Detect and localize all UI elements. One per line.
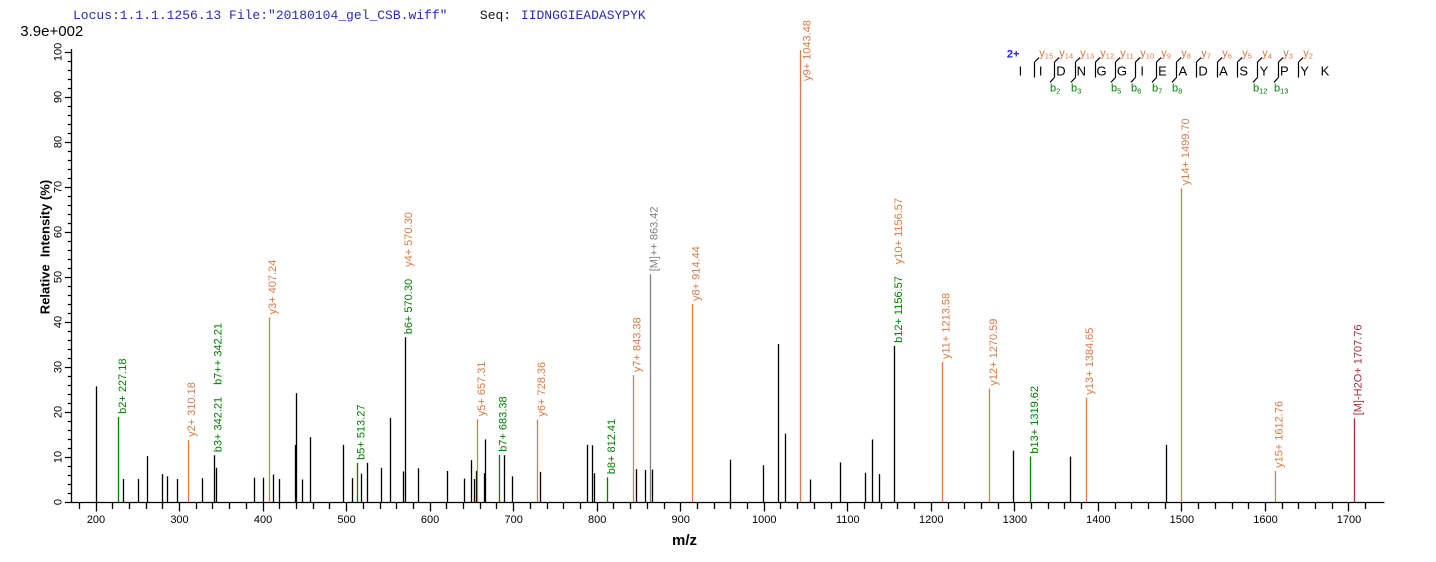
svg-text:S: S <box>1239 64 1248 79</box>
svg-text:1600: 1600 <box>1253 514 1277 526</box>
svg-text:y2: y2 <box>1303 48 1313 61</box>
svg-text:1400: 1400 <box>1086 514 1110 526</box>
svg-text:y10: y10 <box>1140 48 1154 61</box>
svg-text:G: G <box>1117 64 1127 79</box>
svg-text:y13+ 1384.65: y13+ 1384.65 <box>1084 328 1096 395</box>
svg-text:m/z: m/z <box>672 532 697 549</box>
svg-text:y8: y8 <box>1181 48 1191 61</box>
svg-text:1500: 1500 <box>1170 514 1194 526</box>
svg-text:E: E <box>1158 64 1167 79</box>
svg-text:400: 400 <box>254 514 272 526</box>
svg-text:A: A <box>1219 64 1228 79</box>
svg-text:2+: 2+ <box>1007 48 1020 60</box>
svg-text:b8: b8 <box>1172 83 1182 96</box>
svg-text:y8+ 914.44: y8+ 914.44 <box>691 246 703 301</box>
svg-text:3.9e+002: 3.9e+002 <box>20 23 83 40</box>
svg-text:[M]-H2O+ 1707.76: [M]-H2O+ 1707.76 <box>1353 324 1365 415</box>
svg-text:A: A <box>1178 64 1187 79</box>
svg-text:y14: y14 <box>1059 48 1073 61</box>
svg-text:b5: b5 <box>1111 83 1121 96</box>
svg-text:[M]++ 863.42: [M]++ 863.42 <box>648 206 660 271</box>
svg-text:Y: Y <box>1300 64 1309 79</box>
svg-text:I: I <box>1140 64 1144 79</box>
svg-text:20: 20 <box>53 406 65 418</box>
svg-text:y7+ 843.38: y7+ 843.38 <box>632 317 644 372</box>
svg-text:Relative Intensity (%): Relative Intensity (%) <box>38 180 53 314</box>
svg-text:Y: Y <box>1260 64 1269 79</box>
svg-text:b7: b7 <box>1152 83 1162 96</box>
svg-text:y7: y7 <box>1201 48 1211 61</box>
svg-text:y15: y15 <box>1039 48 1053 61</box>
svg-text:y11: y11 <box>1120 48 1133 61</box>
svg-text:y14+ 1499.70: y14+ 1499.70 <box>1180 118 1192 185</box>
svg-text:y5: y5 <box>1242 48 1252 61</box>
svg-text:y12+ 1270.59: y12+ 1270.59 <box>988 319 1000 386</box>
svg-text:b7+ 683.38: b7+ 683.38 <box>498 396 510 451</box>
svg-text:b2+ 227.18: b2+ 227.18 <box>117 359 129 414</box>
svg-text:1200: 1200 <box>919 514 943 526</box>
svg-text:D: D <box>1198 64 1207 79</box>
svg-text:1700: 1700 <box>1337 514 1361 526</box>
svg-text:300: 300 <box>170 514 188 526</box>
svg-text:60: 60 <box>53 226 65 238</box>
svg-text:y3: y3 <box>1283 48 1293 61</box>
svg-text:y5+ 657.31: y5+ 657.31 <box>476 361 488 416</box>
svg-text:b12+ 1156.57y10+ 1156.57: b12+ 1156.57y10+ 1156.57 <box>893 198 905 343</box>
svg-text:y15+ 1612.76: y15+ 1612.76 <box>1274 401 1286 468</box>
svg-text:b3+ 342.21b7++ 342.21: b3+ 342.21b7++ 342.21 <box>212 323 224 452</box>
svg-text:70: 70 <box>53 181 65 193</box>
svg-text:y6: y6 <box>1222 48 1232 61</box>
svg-text:N: N <box>1077 64 1086 79</box>
svg-text:0: 0 <box>53 499 65 505</box>
svg-text:1000: 1000 <box>752 514 776 526</box>
svg-text:1100: 1100 <box>836 514 860 526</box>
svg-text:50: 50 <box>53 271 65 283</box>
svg-text:I: I <box>1039 64 1043 79</box>
svg-text:y13: y13 <box>1080 48 1094 61</box>
svg-text:b12: b12 <box>1253 83 1267 96</box>
svg-text:I: I <box>1019 64 1023 79</box>
svg-text:900: 900 <box>672 514 690 526</box>
svg-text:700: 700 <box>505 514 523 526</box>
svg-text:b5+ 513.27: b5+ 513.27 <box>356 405 368 460</box>
svg-text:Locus:1.1.1.1256.13 File:"2018: Locus:1.1.1.1256.13 File:"20180104_gel_C… <box>73 8 646 23</box>
svg-text:y9+ 1043.48: y9+ 1043.48 <box>802 20 814 81</box>
svg-text:K: K <box>1321 64 1330 79</box>
svg-text:b6+ 570.30y4+ 570.30: b6+ 570.30y4+ 570.30 <box>403 212 415 334</box>
svg-text:P: P <box>1280 64 1289 79</box>
svg-text:b3: b3 <box>1071 83 1081 96</box>
svg-text:100: 100 <box>53 43 65 61</box>
svg-text:G: G <box>1097 64 1107 79</box>
svg-text:200: 200 <box>87 514 105 526</box>
svg-text:D: D <box>1056 64 1065 79</box>
svg-text:b13: b13 <box>1274 83 1288 96</box>
svg-text:y4: y4 <box>1262 48 1272 61</box>
svg-text:b2: b2 <box>1050 83 1060 96</box>
svg-text:10: 10 <box>53 451 65 463</box>
svg-text:1300: 1300 <box>1003 514 1027 526</box>
svg-text:y2+ 310.18: y2+ 310.18 <box>186 382 198 437</box>
svg-text:500: 500 <box>337 514 355 526</box>
svg-text:30: 30 <box>53 361 65 373</box>
svg-text:y12: y12 <box>1100 48 1114 61</box>
svg-text:y6+ 728.36: y6+ 728.36 <box>536 362 548 417</box>
svg-text:b6: b6 <box>1131 83 1141 96</box>
svg-text:b13+ 1319.62: b13+ 1319.62 <box>1029 386 1041 454</box>
svg-text:y11+ 1213.58: y11+ 1213.58 <box>941 293 953 359</box>
svg-text:y9: y9 <box>1161 48 1171 61</box>
svg-text:80: 80 <box>53 136 65 148</box>
svg-text:b8+ 812.41: b8+ 812.41 <box>606 419 618 474</box>
svg-text:600: 600 <box>421 514 439 526</box>
svg-text:y3+ 407.24: y3+ 407.24 <box>267 260 279 315</box>
svg-text:40: 40 <box>53 316 65 328</box>
svg-text:90: 90 <box>53 91 65 103</box>
svg-text:800: 800 <box>588 514 606 526</box>
